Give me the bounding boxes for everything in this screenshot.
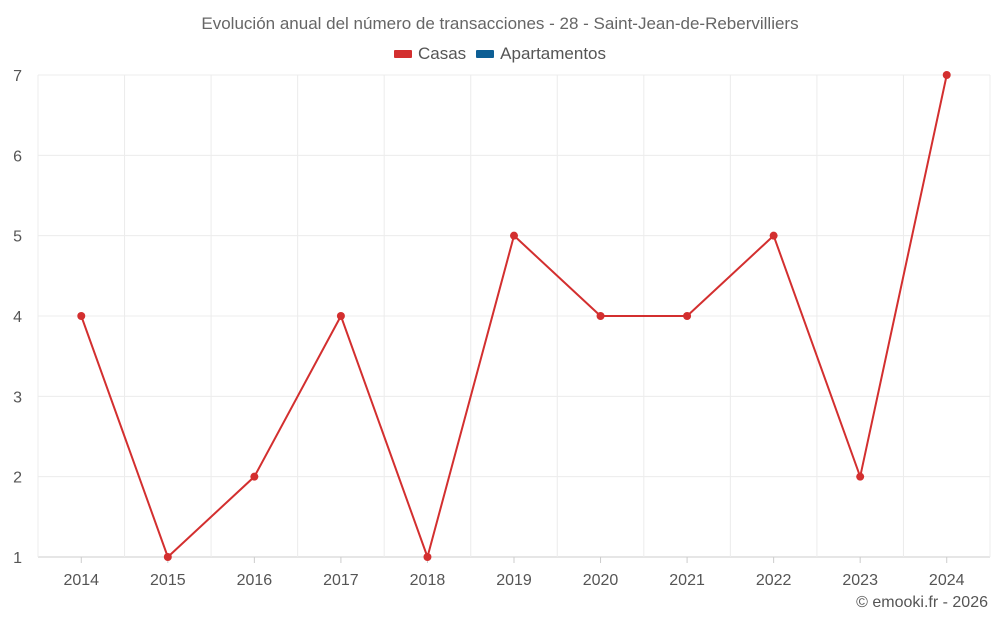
data-point-2023[interactable] [856, 472, 865, 481]
data-point-2020[interactable] [596, 312, 605, 320]
y-tick-label: 5 [13, 229, 22, 246]
x-tick-label-2016: 2016 [237, 572, 273, 589]
x-tick-label-2023: 2023 [842, 572, 878, 589]
x-tick-label-2022: 2022 [756, 572, 792, 589]
axes: 1 2 3 4 5 6 7 2014 2015 2016 2017 2018 2019 2020 2021 2… [13, 68, 965, 589]
legend-item-casas[interactable]: Casas [393, 44, 467, 64]
x-tick-label-2015: 2015 [150, 572, 186, 589]
y-tick-label: 6 [13, 148, 22, 165]
x-tick-label-2020: 2020 [583, 572, 619, 589]
y-tick-label: 3 [13, 389, 22, 406]
x-tick-label-2018: 2018 [410, 572, 446, 589]
data-point-2021[interactable] [683, 312, 692, 320]
y-tick-label: 2 [13, 470, 22, 487]
data-point-2014[interactable] [77, 312, 86, 320]
y-tick-label: 4 [13, 309, 22, 326]
legend-swatch-apartamentos [476, 50, 495, 58]
data-point-2015[interactable] [163, 553, 172, 561]
credit-text: © emooki.fr - 2026 [856, 594, 988, 611]
x-tick-label-2024: 2024 [929, 572, 965, 589]
y-tick-label: 7 [13, 68, 22, 85]
x-tick-label-2017: 2017 [323, 572, 359, 589]
x-tick-label-2014: 2014 [63, 572, 99, 589]
grid [37, 74, 991, 558]
legend-label-apartamentos: Apartamentos [500, 44, 607, 63]
x-tick-label-2021: 2021 [669, 572, 705, 589]
series-casas [77, 71, 951, 561]
data-point-2019[interactable] [510, 231, 518, 240]
legend-item-apartamentos[interactable]: Apartamentos [476, 44, 606, 64]
data-point-2016[interactable] [250, 472, 259, 481]
chart-legend: Casas Apartamentos [0, 44, 1000, 64]
data-point-2024[interactable] [942, 71, 951, 79]
data-point-2017[interactable] [336, 312, 345, 320]
legend-swatch-casas [393, 50, 412, 58]
chart-title: Evolución anual del número de transaccio… [201, 14, 799, 33]
y-tick-label: 1 [13, 550, 22, 567]
data-point-2018[interactable] [423, 553, 432, 561]
legend-label-casas: Casas [417, 44, 467, 63]
x-tick-label-2019: 2019 [496, 572, 532, 589]
data-point-2022[interactable] [769, 231, 778, 240]
